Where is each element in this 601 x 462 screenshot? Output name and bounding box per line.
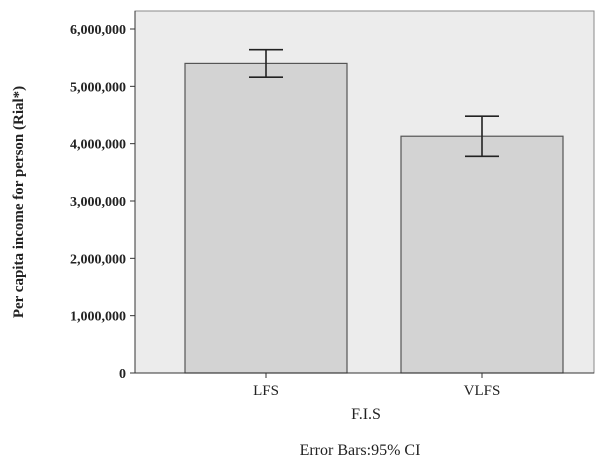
y-tick-label: 0 <box>119 367 126 382</box>
y-tick-label: 3,000,000 <box>70 195 126 210</box>
x-axis-categories: LFS VLFS <box>253 373 500 399</box>
y-tick-label: 6,000,000 <box>70 23 126 38</box>
bar-lfs <box>184 62 348 374</box>
y-tick-label: 4,000,000 <box>70 138 126 153</box>
error-bars-note: Error Bars:95% CI <box>300 442 421 459</box>
x-axis-title: F.I.S <box>351 406 381 423</box>
x-category-label: VLFS <box>464 383 501 399</box>
y-axis-ticks: 0 1,000,000 2,000,000 3,000,000 4,000,000 5,0… <box>70 23 135 382</box>
y-tick-label: 5,000,000 <box>70 80 126 95</box>
y-tick-label: 2,000,000 <box>70 252 126 267</box>
y-tick-label: 1,000,000 <box>70 310 126 325</box>
error-bars <box>249 48 499 158</box>
x-category-label: LFS <box>253 383 279 399</box>
bars <box>184 62 564 374</box>
bar-vlfs <box>400 135 564 374</box>
y-axis-title: Per capita income for person (Rial*) <box>11 86 27 318</box>
